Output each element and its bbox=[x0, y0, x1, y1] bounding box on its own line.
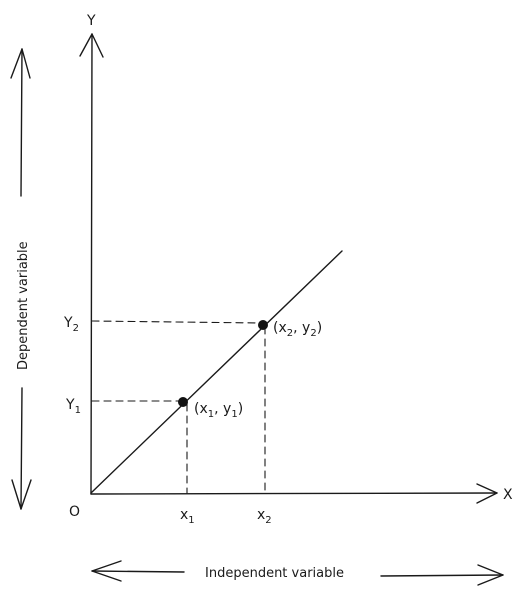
origin-label: O bbox=[69, 504, 80, 520]
x-axis bbox=[90, 483, 498, 504]
independent-variable-label: Independent variable bbox=[205, 566, 344, 581]
linear-line bbox=[90, 250, 343, 494]
x-axis-label: X bbox=[503, 487, 513, 503]
dependent-variable-label: Dependent variable bbox=[16, 241, 31, 370]
point-2-label: (x2, y2) bbox=[273, 320, 322, 339]
x2-tick-label: x2 bbox=[257, 507, 272, 526]
point-2 bbox=[258, 320, 268, 330]
dependent-variable-arrows bbox=[10, 48, 32, 510]
y-axis bbox=[79, 33, 104, 495]
y2-guide bbox=[91, 320, 263, 324]
y2-tick-label: Y2 bbox=[63, 315, 79, 334]
y1-tick-label: Y1 bbox=[65, 397, 81, 416]
point-1 bbox=[178, 397, 188, 407]
point-1-label: (x1, y1) bbox=[194, 401, 243, 420]
y-axis-label: Y bbox=[86, 13, 96, 29]
independent-variable-arrows bbox=[91, 560, 504, 586]
x1-tick-label: x1 bbox=[180, 507, 195, 526]
